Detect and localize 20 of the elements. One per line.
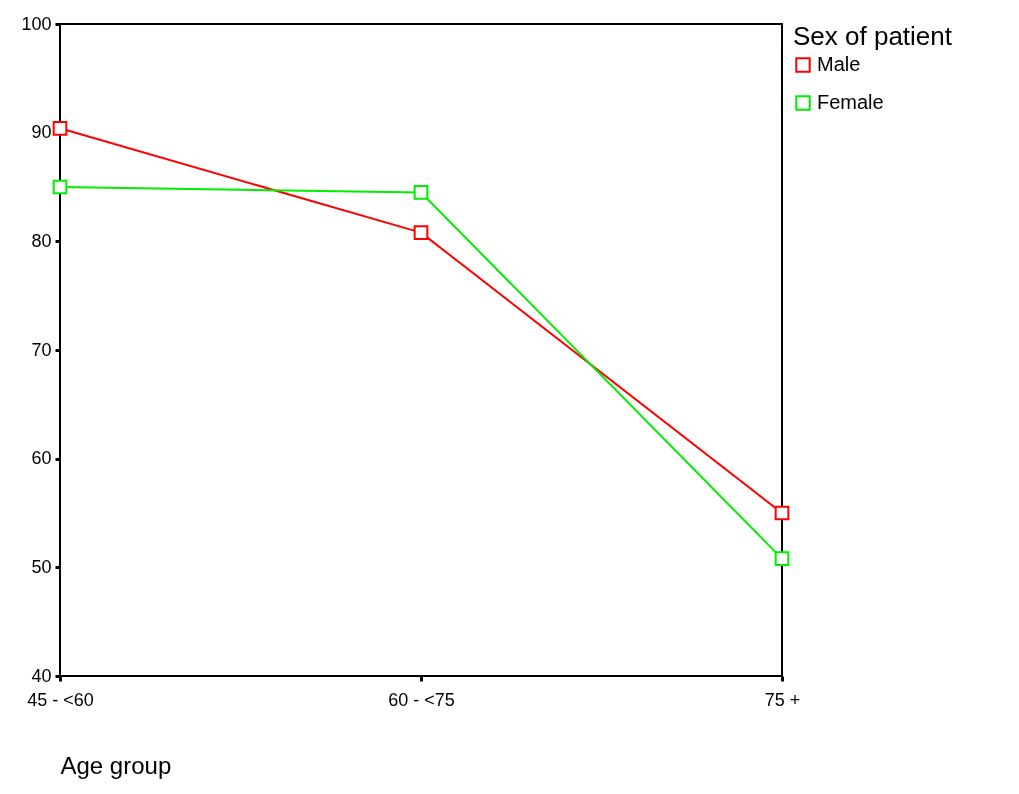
y-tick-label: 100 [21, 13, 52, 34]
point [413, 225, 429, 240]
y-tick-label: 70 [31, 339, 52, 360]
legend-label: Female [817, 91, 884, 113]
point [52, 179, 68, 195]
y-tick-label: 50 [31, 556, 52, 577]
x-tick-label: 75 + [764, 689, 801, 710]
x-axis-title: Age group [60, 751, 172, 779]
point [52, 120, 68, 136]
y-tick-label: 90 [31, 122, 52, 143]
x-tick-label: 45 - <60 [27, 689, 94, 710]
point [774, 505, 790, 521]
point [774, 551, 790, 566]
legend-label: Male [817, 53, 861, 75]
y-tick-label: 40 [31, 665, 52, 686]
x-tick-label: 60 - <75 [388, 689, 455, 710]
y-tick-label: 60 [31, 448, 52, 469]
point [413, 185, 429, 200]
y-tick-label: 80 [31, 230, 52, 251]
legend-title: Sex of patient [793, 21, 953, 51]
